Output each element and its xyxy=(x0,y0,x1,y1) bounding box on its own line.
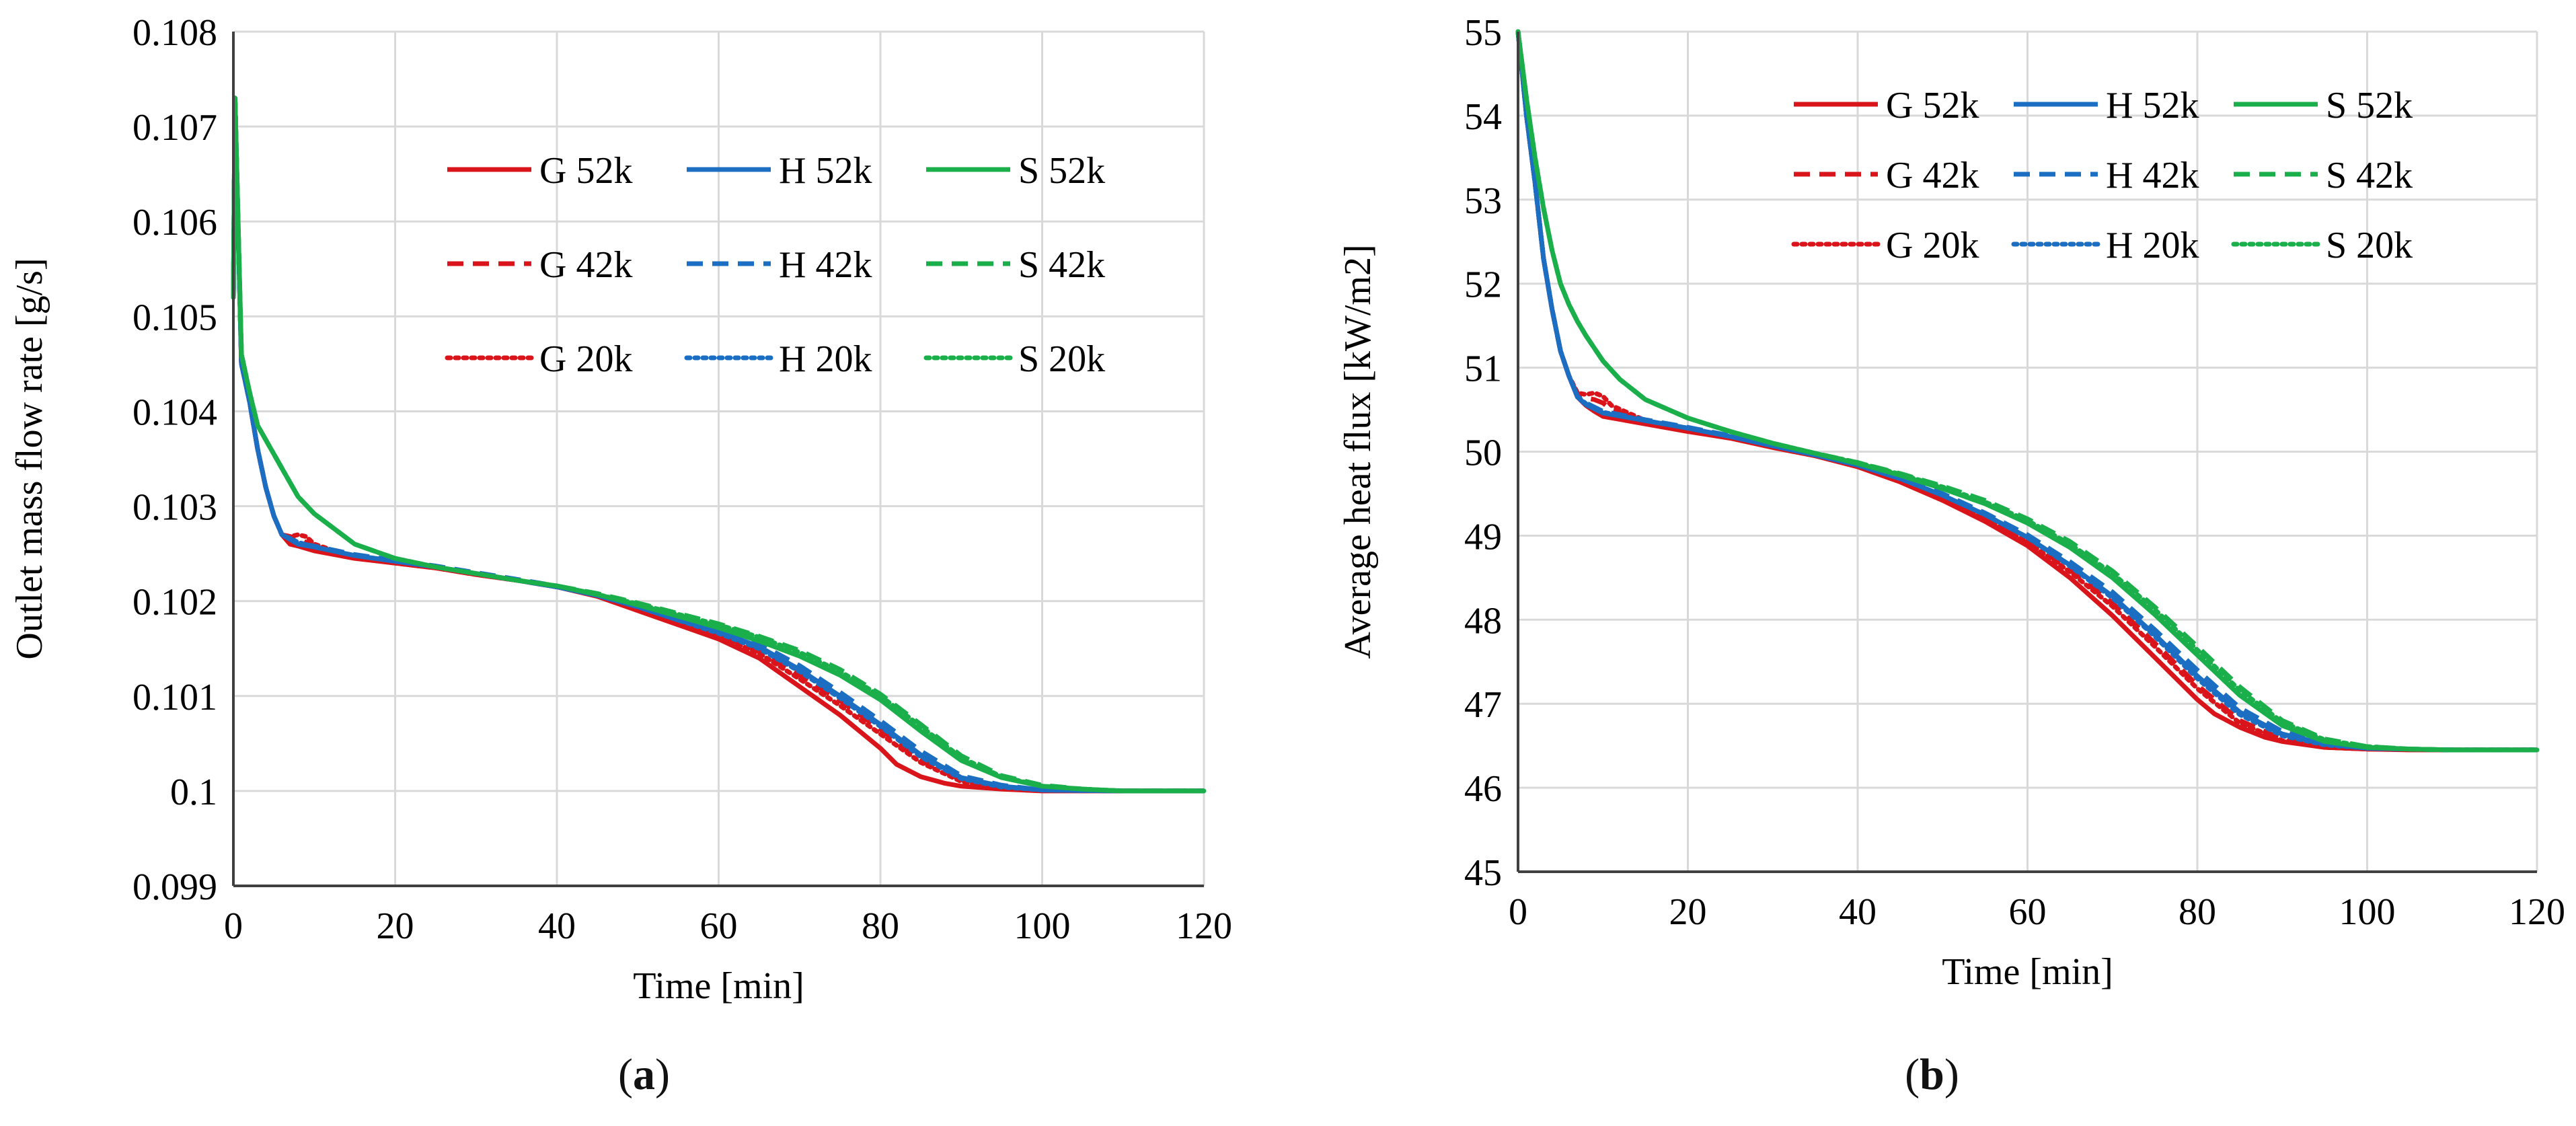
chart-b-ytick-label-0: 45 xyxy=(1464,852,1502,894)
chart-b-ytick-label-3: 48 xyxy=(1464,600,1502,642)
chart-b-ytick-label-9: 54 xyxy=(1464,96,1502,138)
chart-a-ytick-label-9: 0.108 xyxy=(132,12,217,54)
chart-a-legend-label-g-20k: G 20k xyxy=(539,338,632,380)
panel-caption-b-close: ) xyxy=(1944,1050,1959,1099)
chart-b-legend-label-h-20k: H 20k xyxy=(2106,225,2199,266)
chart-b-xtick-label-2: 40 xyxy=(1839,891,1877,933)
chart-b-ylabel: Average heat flux [kW/m2] xyxy=(1337,244,1379,659)
chart-a-legend-label-h-42k: H 42k xyxy=(779,244,872,286)
chart-b-ytick-label-10: 55 xyxy=(1464,12,1502,54)
chart-a-xtick-label-5: 100 xyxy=(1014,905,1071,947)
chart-b-ytick-label-6: 51 xyxy=(1464,348,1502,390)
chart-a-ytick-label-6: 0.105 xyxy=(132,297,217,338)
chart-a-xlabel: Time [min] xyxy=(633,965,804,1007)
chart-a-ytick-label-4: 0.103 xyxy=(132,487,217,529)
chart-panel-b: 45 46 47 48 49 50 51 52 53 54 55 0 20 40 60 80 100 120 Tim… xyxy=(1288,0,2576,1126)
panel-caption-b-open: ( xyxy=(1905,1050,1920,1099)
chart-b-xtick-label-3: 60 xyxy=(2009,891,2047,933)
chart-a-legend-label-g-52k: G 52k xyxy=(539,150,632,192)
chart-b-xtick-label-1: 20 xyxy=(1669,891,1707,933)
chart-a-ylabel: Outlet mass flow rate [g/s] xyxy=(9,258,50,659)
chart-a-series-s-20k xyxy=(231,96,1207,794)
chart-a-ytick-label-5: 0.104 xyxy=(132,391,217,433)
chart-b-legend-label-g-52k: G 52k xyxy=(1886,85,1979,126)
chart-a-ytick-label-0: 0.099 xyxy=(132,866,217,908)
chart-a-xtick-label-0: 0 xyxy=(224,905,243,947)
chart-b-legend-label-g-20k: G 20k xyxy=(1886,225,1979,266)
chart-a-legend-label-s-20k: S 20k xyxy=(1018,338,1105,380)
chart-b-ytick-label-5: 50 xyxy=(1464,433,1502,474)
panel-caption-a-close: ) xyxy=(655,1050,670,1099)
chart-b-ytick-label-1: 46 xyxy=(1464,768,1502,810)
chart-a-legend-label-h-20k: H 20k xyxy=(779,338,872,380)
chart-a-ytick-label-3: 0.102 xyxy=(132,582,217,624)
panel-caption-a: (a) xyxy=(0,1049,1288,1100)
chart-b-legend-label-g-42k: G 42k xyxy=(1886,155,1979,196)
chart-b-svg: 45 46 47 48 49 50 51 52 53 54 55 0 20 40 60 80 100 120 Tim… xyxy=(1337,12,2565,993)
chart-a-legend-label-h-52k: H 52k xyxy=(779,150,872,192)
chart-b-legend-label-h-42k: H 42k xyxy=(2106,155,2199,196)
panel-caption-a-letter: a xyxy=(633,1050,655,1099)
chart-panel-a: 0.099 0.1 0.101 0.102 0.103 0.104 0.105 0.106 0.… xyxy=(0,12,1288,1100)
chart-b-xtick-label-6: 120 xyxy=(2509,891,2565,933)
chart-b-xlabel: Time [min] xyxy=(1942,951,2113,993)
chart-a-xtick-label-1: 20 xyxy=(377,905,414,947)
chart-b-legend-label-s-20k: S 20k xyxy=(2326,225,2413,266)
chart-a-ytick-label-7: 0.106 xyxy=(132,202,217,243)
chart-b-ytick-label-8: 53 xyxy=(1464,180,1502,222)
chart-b-ytick-label-7: 52 xyxy=(1464,264,1502,306)
chart-b-series-s-20k xyxy=(1515,29,2540,753)
chart-b-legend-label-h-52k: H 52k xyxy=(2106,85,2199,126)
chart-a-xtick-label-2: 40 xyxy=(538,905,576,947)
chart-b-legend-label-s-52k: S 52k xyxy=(2326,85,2413,126)
chart-a-ytick-label-2: 0.101 xyxy=(132,677,217,718)
chart-b-ytick-label-2: 47 xyxy=(1464,684,1502,726)
panel-caption-b: (b) xyxy=(1288,1049,2576,1100)
chart-a-legend-label-s-42k: S 42k xyxy=(1018,244,1105,286)
chart-a-legend-label-s-52k: S 52k xyxy=(1018,150,1105,192)
chart-b-xtick-label-4: 80 xyxy=(2179,891,2216,933)
chart-a-xtick-label-4: 80 xyxy=(862,905,899,947)
chart-a-ytick-label-8: 0.107 xyxy=(132,107,217,149)
chart-b-legend-label-s-42k: S 42k xyxy=(2326,155,2413,196)
chart-a-xtick-label-3: 60 xyxy=(700,905,738,947)
chart-a-legend-label-g-42k: G 42k xyxy=(539,244,632,286)
chart-a-xtick-label-6: 120 xyxy=(1176,905,1232,947)
panel-caption-b-letter: b xyxy=(1920,1050,1944,1099)
chart-a-ytick-label-1: 0.1 xyxy=(170,772,217,813)
chart-a-svg: 0.099 0.1 0.101 0.102 0.103 0.104 0.105 0.106 0.… xyxy=(9,12,1232,1007)
chart-b-xtick-label-0: 0 xyxy=(1509,891,1527,933)
chart-b-ytick-label-4: 49 xyxy=(1464,516,1502,558)
panel-caption-a-open: ( xyxy=(618,1050,633,1099)
chart-b-xtick-label-5: 100 xyxy=(2339,891,2396,933)
